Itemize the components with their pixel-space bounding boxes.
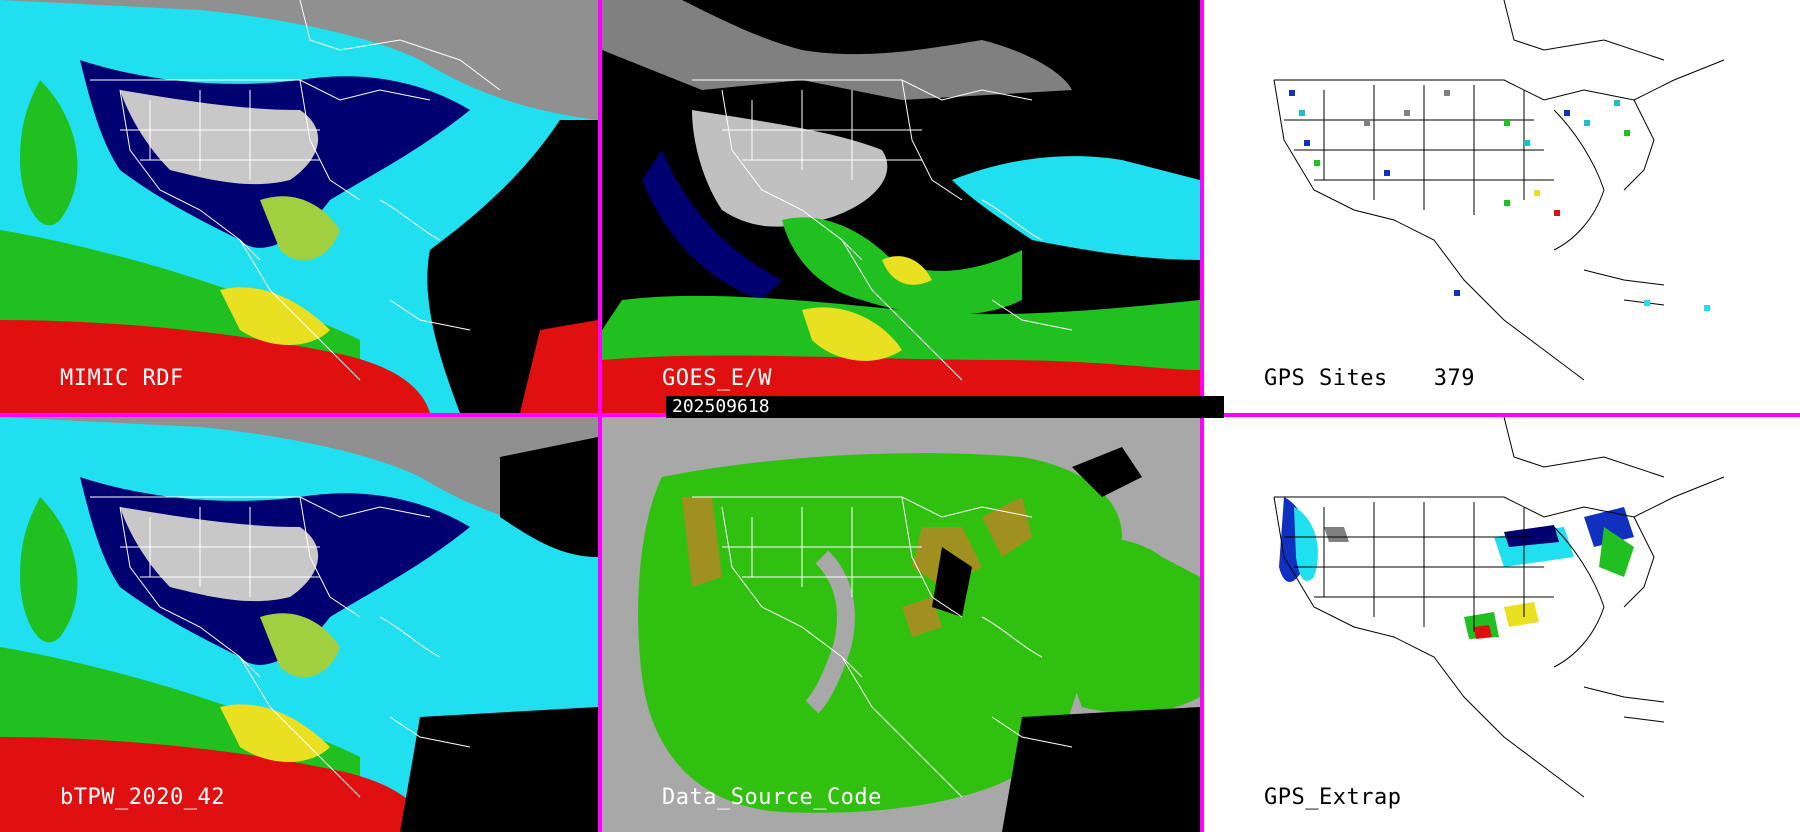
gps-sites-map (1204, 0, 1800, 413)
panel-label-btpw: bTPW_2020_42 (60, 785, 225, 810)
panel-gps-sites: GPS Sites 379 (1204, 0, 1800, 413)
panel-label-goes-ew: GOES_E/W (662, 366, 772, 391)
panel-label-mimic-rdf: MIMIC RDF (60, 366, 184, 391)
panel-data-source-code: Data_Source_Code (602, 417, 1200, 832)
tpw-map-mimic (0, 0, 598, 413)
panel-label-gps-sites: GPS Sites 379 (1264, 366, 1475, 391)
panel-goes-ew: GOES_E/W (602, 0, 1200, 413)
timestamp-bar: 202509618 (666, 396, 1224, 418)
panel-label-data-source-code: Data_Source_Code (662, 785, 882, 810)
data-source-map (602, 417, 1200, 832)
gps-site-markers (1289, 90, 1710, 311)
tpw-map-btpw (0, 417, 598, 832)
gps-site-count: 379 (1433, 366, 1475, 391)
panel-mimic-rdf: MIMIC RDF (0, 0, 598, 413)
gps-sites-label: GPS Sites (1264, 366, 1388, 391)
goes-map (602, 0, 1200, 413)
panel-gps-extrap: GPS_Extrap (1204, 417, 1800, 832)
panel-label-gps-extrap: GPS_Extrap (1264, 785, 1402, 810)
divider-vertical-left (598, 0, 602, 832)
gps-extrap-map (1204, 417, 1800, 832)
panel-btpw: bTPW_2020_42 (0, 417, 598, 832)
